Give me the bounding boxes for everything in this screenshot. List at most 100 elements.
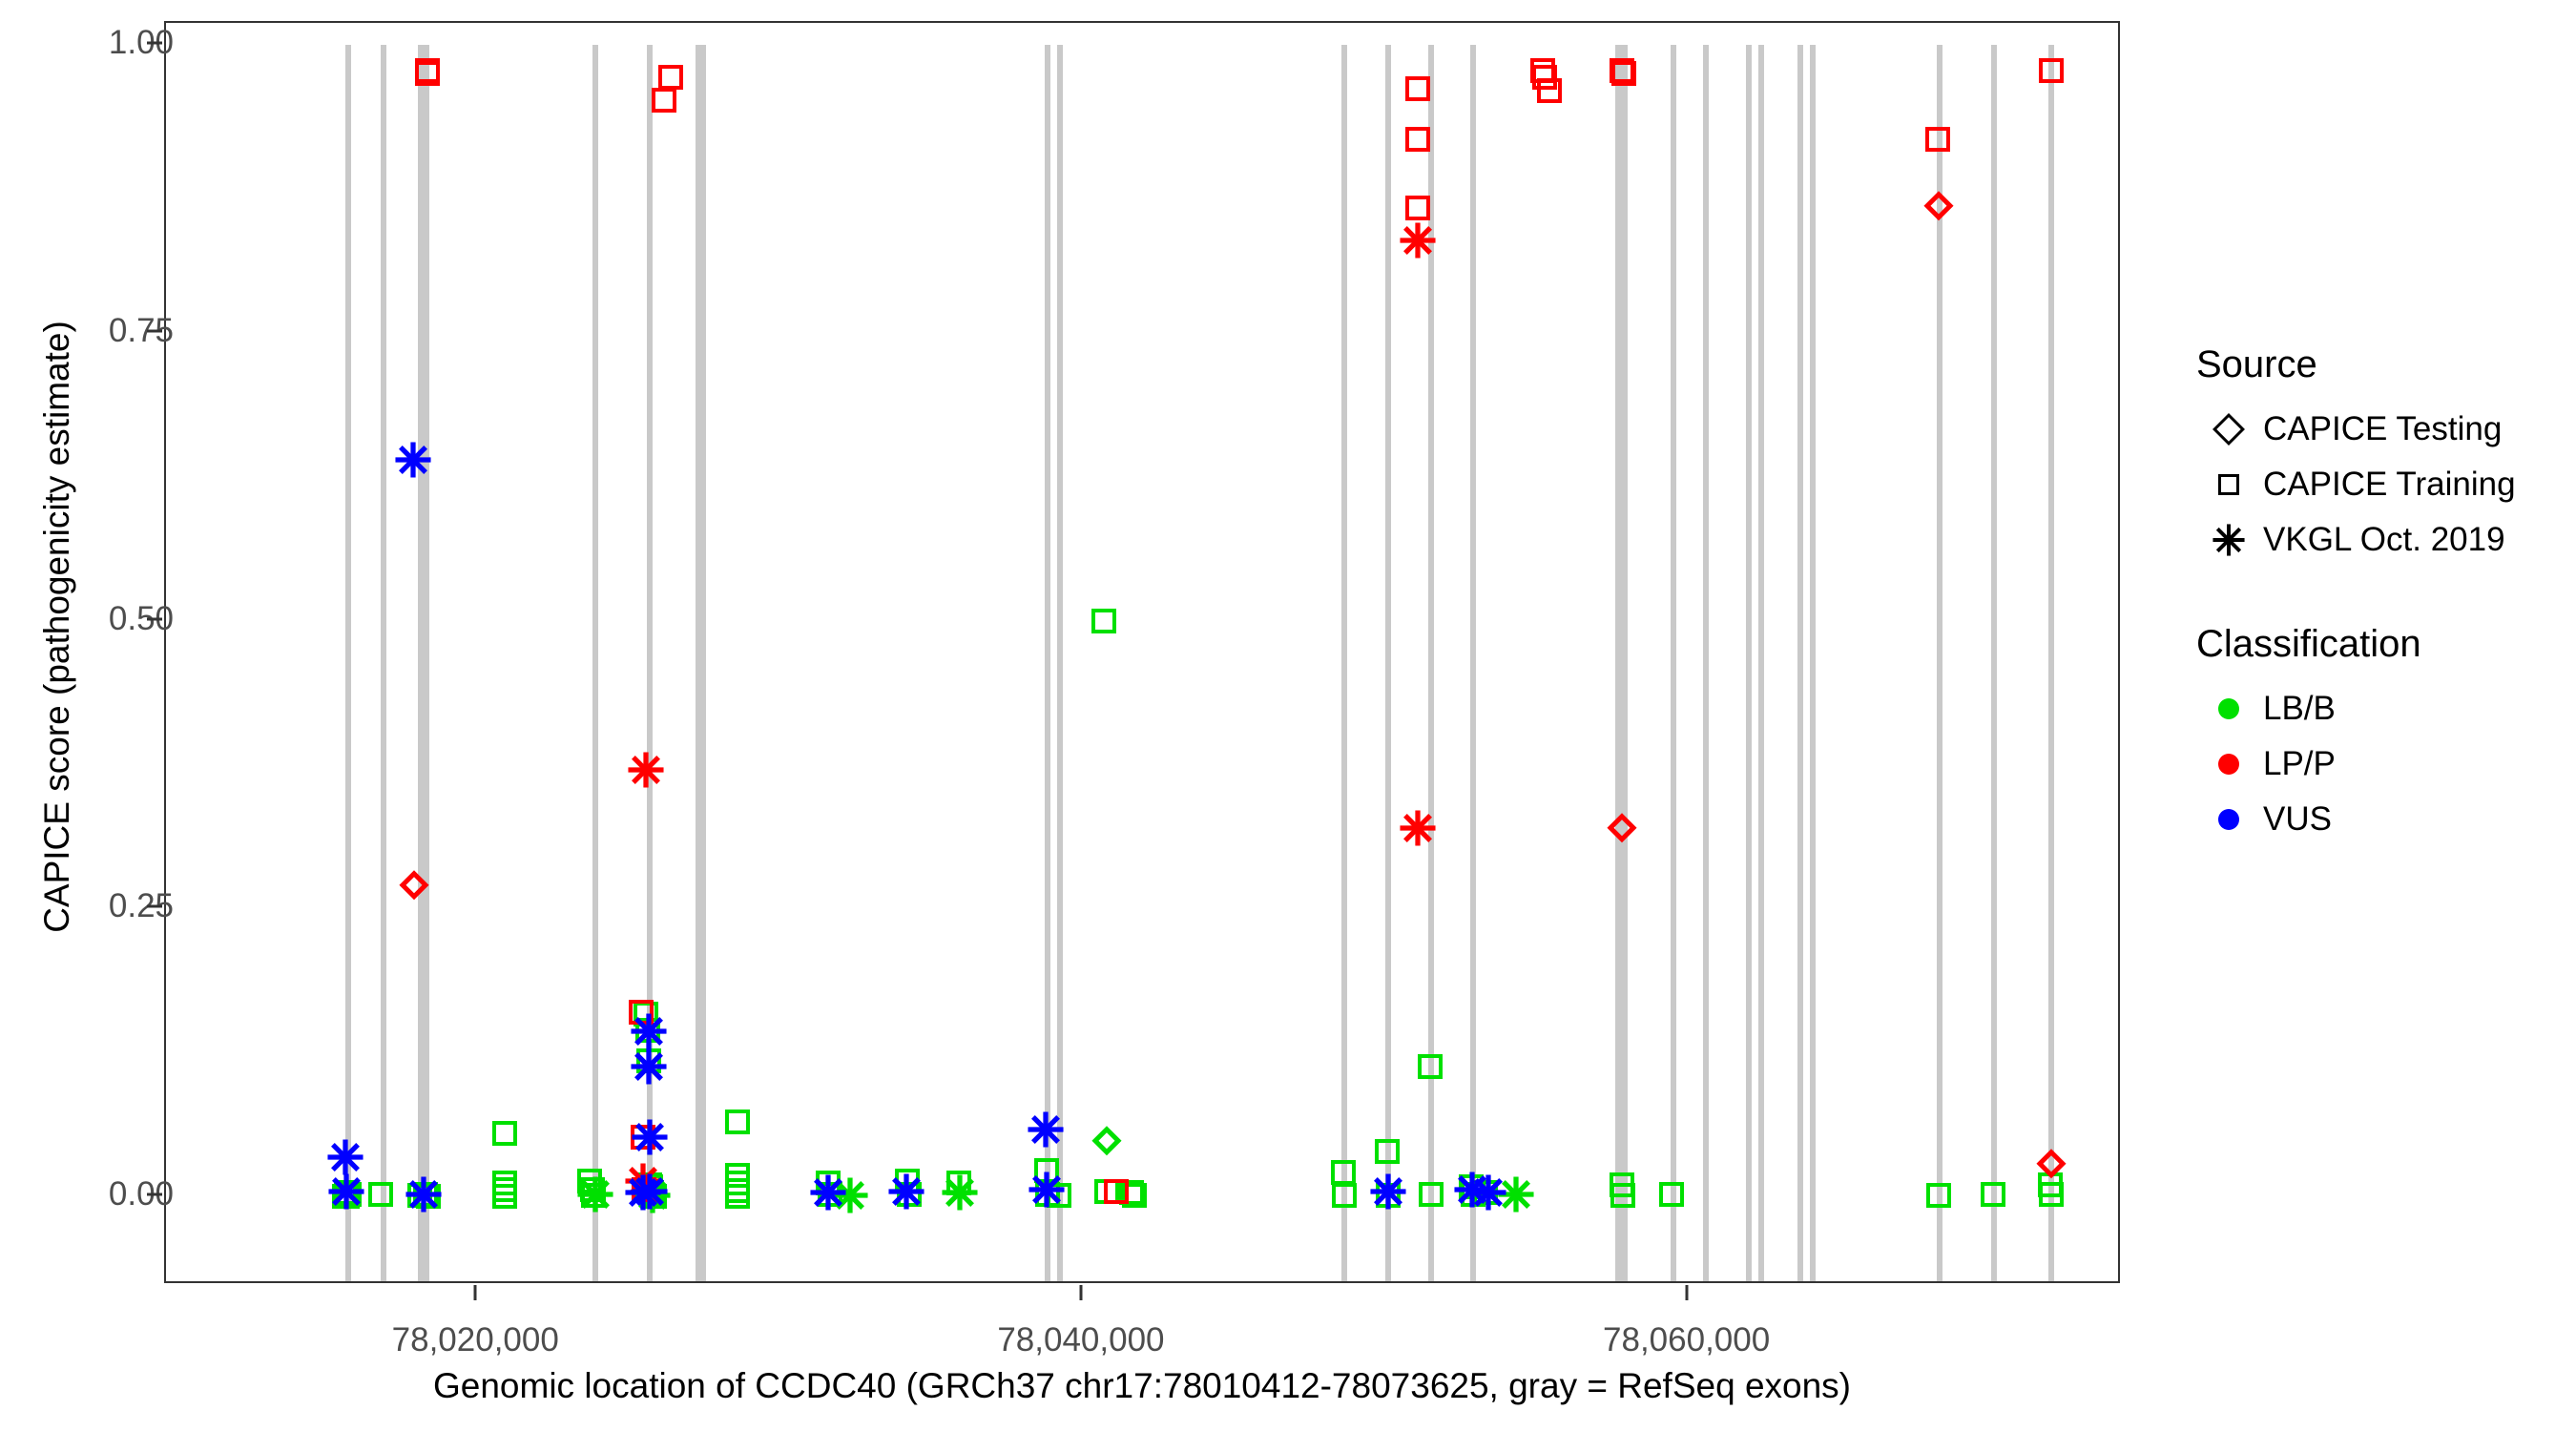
exon-band (1797, 45, 1803, 1281)
exon-band (695, 45, 707, 1281)
point-marker-asterisk (405, 1174, 443, 1213)
x-tick-mark (1079, 1285, 1083, 1300)
point-marker-square (1091, 608, 1117, 633)
point-marker-square (1980, 1181, 2005, 1207)
exon-band (380, 45, 386, 1281)
legend-item-classification[interactable]: VUS (2194, 792, 2576, 847)
point-marker-diamond (1606, 812, 1637, 843)
point-marker-square (1332, 1182, 1358, 1208)
point-marker-square (1926, 1182, 1952, 1208)
legend-item-label: CAPICE Training (2263, 466, 2516, 503)
point-marker-square (1330, 1159, 1356, 1185)
legend-source-rows: CAPICE Testing CAPICE Training VKGL Oct. 2… (2194, 402, 2576, 568)
point-marker-asterisk (326, 1138, 364, 1176)
exon-bands-layer (166, 23, 2118, 1281)
exon-band (1936, 45, 1942, 1281)
exon-band (1809, 45, 1816, 1281)
x-tick-label: 78,060,000 (1603, 1321, 1771, 1358)
point-marker-square (1404, 126, 1430, 152)
exon-band (1990, 45, 1997, 1281)
point-marker-asterisk (627, 751, 665, 789)
point-marker-asterisk (1027, 1110, 1065, 1149)
exon-band (1341, 45, 1348, 1281)
point-marker-square (1610, 61, 1636, 87)
point-marker-asterisk (630, 1047, 668, 1085)
point-marker-square (368, 1181, 394, 1207)
legend-asterisk-icon (2212, 524, 2245, 556)
point-marker-square (1536, 78, 1562, 104)
legend-group-source: Source CAPICE Testing CAPICE Training VKGL… (2194, 343, 2576, 568)
point-marker-square (1103, 1179, 1129, 1205)
legend-key-dot (2194, 754, 2263, 775)
exon-band (418, 45, 430, 1281)
point-marker-square (1118, 1180, 1144, 1206)
point-marker-square (1404, 75, 1430, 101)
legend-item-source[interactable]: CAPICE Training (2194, 457, 2576, 512)
legend-group-classification: Classification LB/B LP/P VUS (2194, 623, 2576, 847)
point-marker-square (1375, 1138, 1401, 1164)
y-tick-mark (147, 904, 162, 908)
point-marker-asterisk (624, 1173, 662, 1212)
point-marker-asterisk (1398, 221, 1436, 259)
y-tick-label: 0.25 (108, 887, 174, 925)
exon-band (1385, 45, 1392, 1281)
legend-diamond-icon (2212, 413, 2245, 446)
exon-band (1045, 45, 1051, 1281)
legend-classification-rows: LB/B LP/P VUS (2194, 681, 2576, 847)
legend-key-dot (2194, 698, 2263, 719)
exon-band (592, 45, 598, 1281)
legend-item-source[interactable]: VKGL Oct. 2019 (2194, 512, 2576, 568)
legend-key-square (2194, 474, 2263, 495)
point-marker-square (1532, 64, 1558, 90)
exon-band (1670, 45, 1676, 1281)
y-tick-mark (147, 329, 162, 333)
legend-dot-icon (2218, 809, 2239, 830)
point-marker-asterisk (1469, 1173, 1507, 1212)
point-marker-asterisk (1398, 809, 1436, 847)
plot-panel (164, 21, 2120, 1283)
legend-item-label: VKGL Oct. 2019 (2263, 521, 2505, 558)
exon-band (1470, 45, 1477, 1281)
point-marker-asterisk (941, 1173, 979, 1212)
legend-key-dot (2194, 809, 2263, 830)
point-marker-square (2039, 57, 2065, 83)
exon-band (1703, 45, 1710, 1281)
y-tick-label: 1.00 (108, 24, 174, 61)
legend-key-asterisk (2194, 523, 2263, 557)
exon-band (1056, 45, 1063, 1281)
point-marker-square (1404, 196, 1430, 221)
point-marker-square (1121, 1182, 1147, 1208)
exon-band (1758, 45, 1765, 1281)
point-marker-square (491, 1120, 517, 1146)
x-tick-mark (473, 1285, 477, 1300)
exon-band (646, 45, 653, 1281)
y-tick-label: 0.00 (108, 1175, 174, 1213)
point-marker-square (633, 1002, 658, 1027)
point-marker-asterisk (630, 1012, 668, 1050)
point-marker-diamond (398, 870, 429, 901)
point-marker-square (725, 1109, 751, 1134)
legend-dot-icon (2218, 698, 2239, 719)
legend-item-source[interactable]: CAPICE Testing (2194, 402, 2576, 457)
exon-band (344, 45, 351, 1281)
point-marker-square (491, 1184, 517, 1209)
point-marker-asterisk (326, 1172, 364, 1211)
legend-key-diamond (2194, 413, 2263, 446)
point-marker-square (658, 64, 684, 90)
point-marker-asterisk (1028, 1171, 1066, 1209)
point-marker-asterisk (809, 1173, 847, 1212)
point-marker-square (725, 1184, 751, 1209)
legend-item-classification[interactable]: LB/B (2194, 681, 2576, 736)
point-marker-square (1659, 1181, 1685, 1207)
point-marker-square (1418, 1053, 1444, 1079)
legend-item-label: CAPICE Testing (2263, 410, 2503, 447)
point-marker-asterisk (1497, 1174, 1535, 1213)
legend-item-classification[interactable]: LP/P (2194, 736, 2576, 792)
point-marker-asterisk (1369, 1172, 1407, 1211)
y-tick-mark (147, 1192, 162, 1196)
point-marker-asterisk (887, 1172, 925, 1211)
legend-title-classification: Classification (2196, 623, 2421, 665)
y-tick-label: 0.50 (108, 599, 174, 637)
legend-item-label: LB/B (2263, 690, 2336, 727)
